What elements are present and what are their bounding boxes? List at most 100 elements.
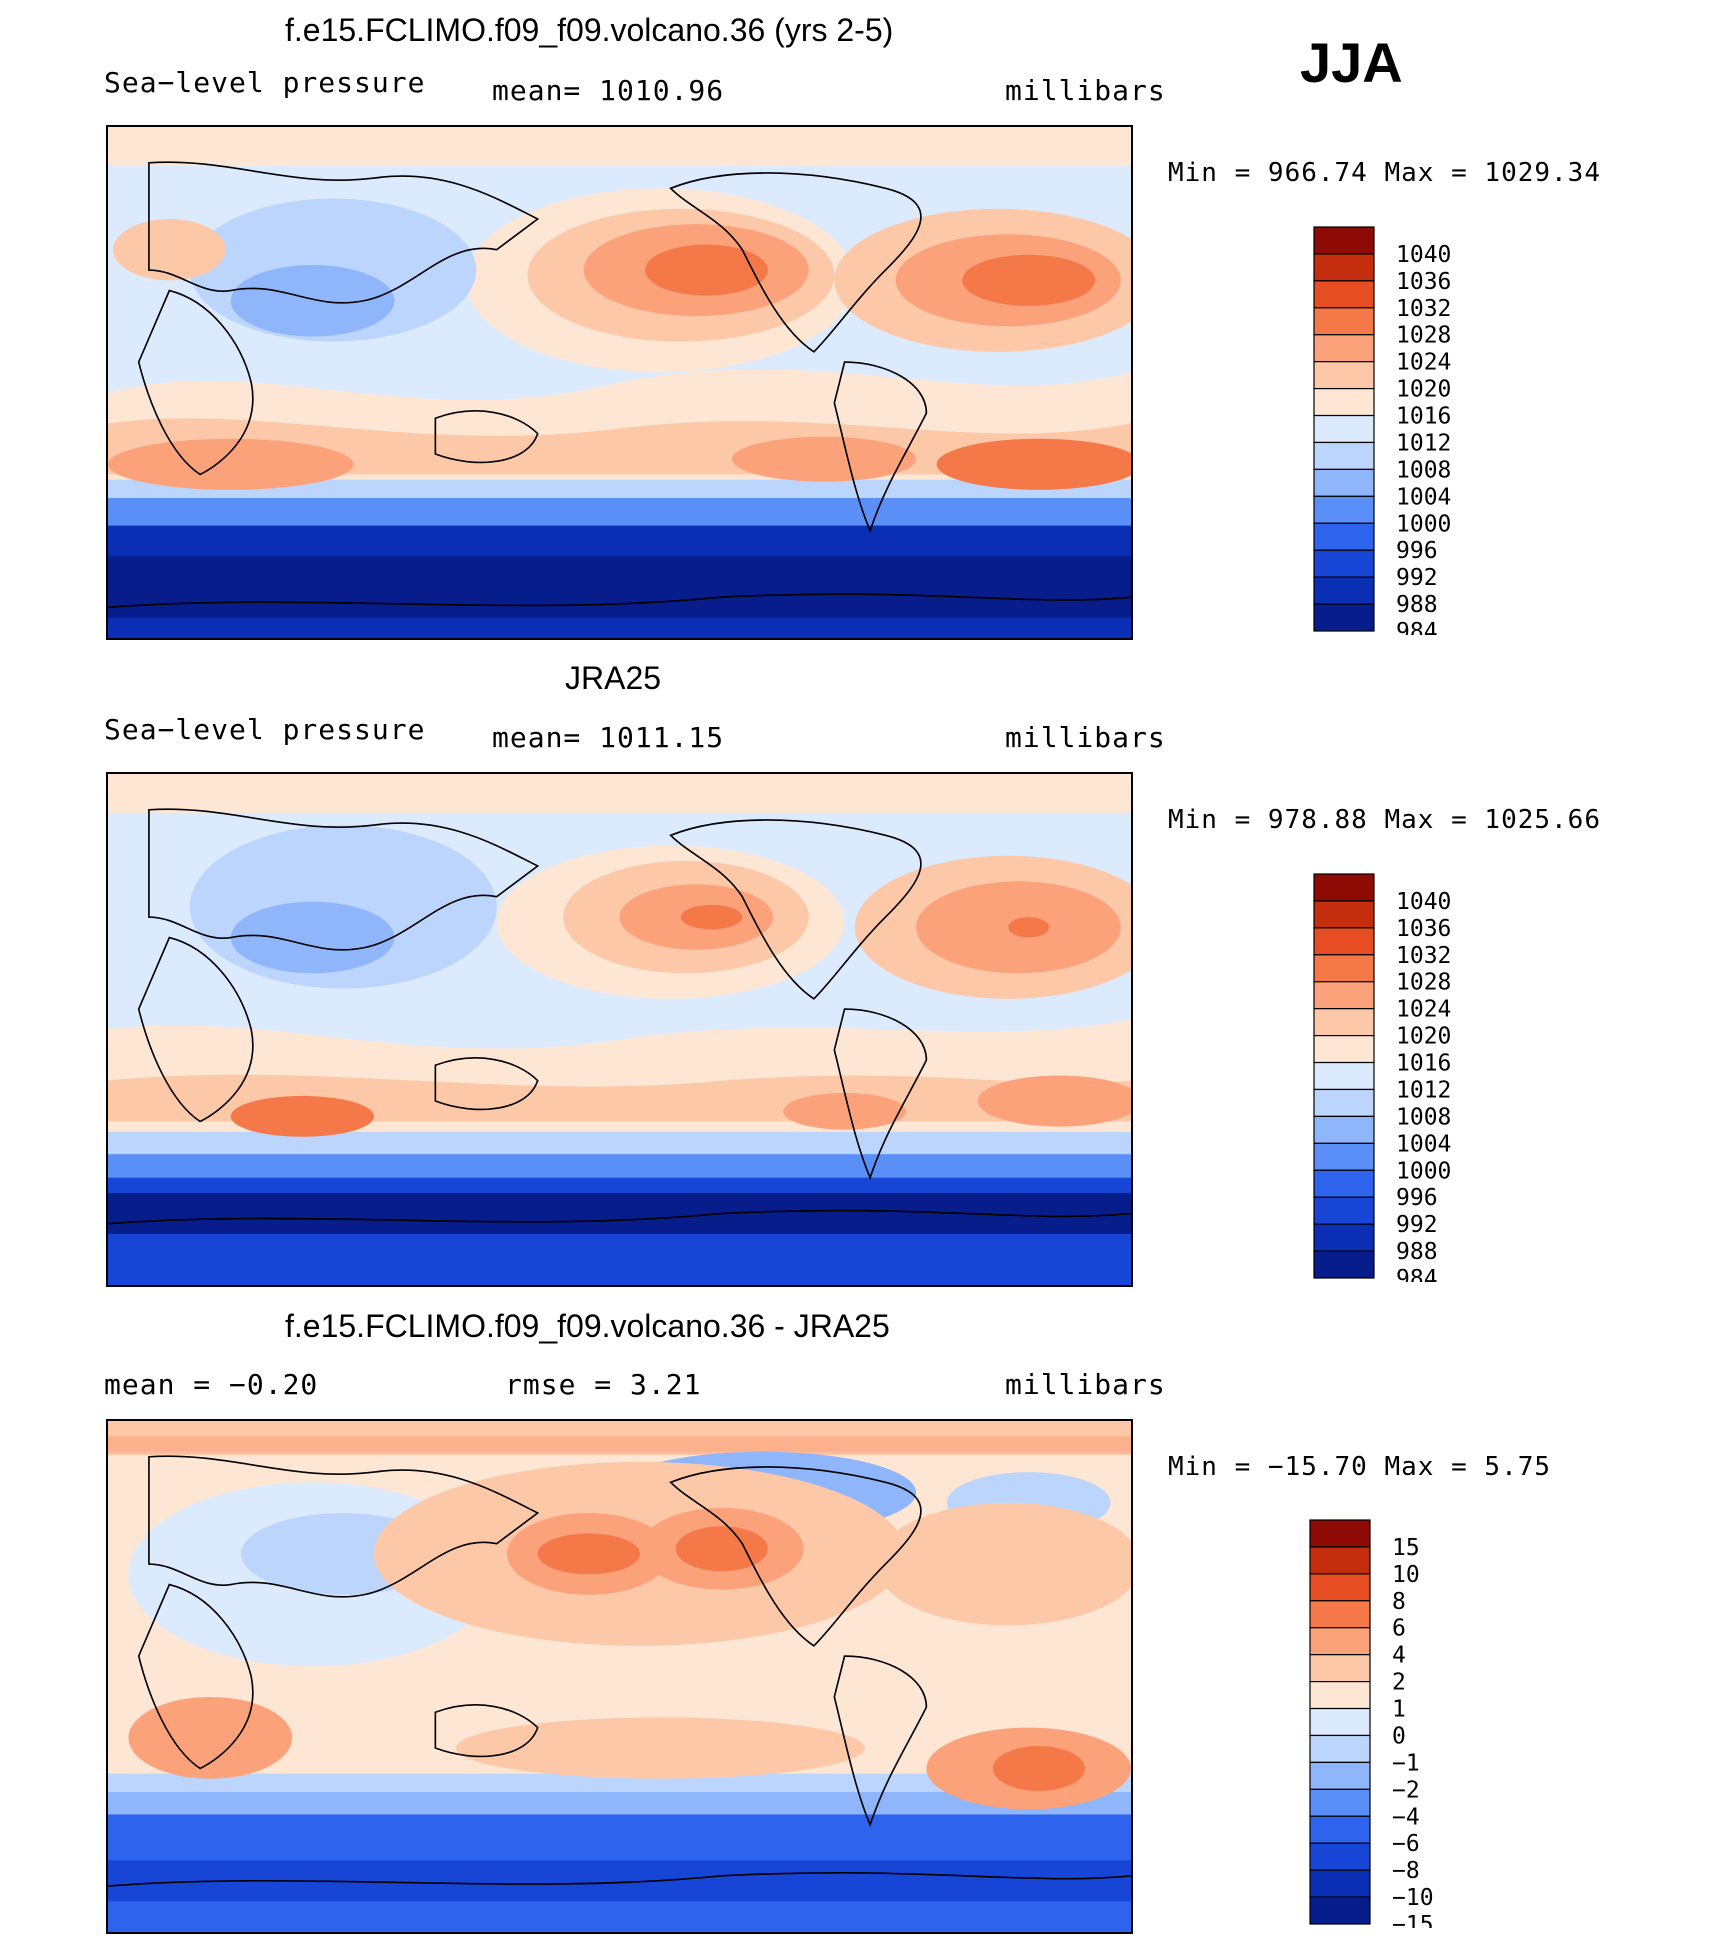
colorbar-box xyxy=(1309,1546,1371,1575)
colorbar-label: 1028 xyxy=(1396,970,1451,996)
colorbar-label: 15 xyxy=(1392,1535,1420,1561)
panel-2-units-label: millibars xyxy=(1005,721,1166,754)
colorbar-label: −10 xyxy=(1392,1885,1434,1911)
colorbar-label: 1012 xyxy=(1396,1077,1451,1103)
colorbar-label: 1000 xyxy=(1396,511,1451,537)
colorbar-label: 1012 xyxy=(1396,430,1451,456)
panel-2-map xyxy=(106,772,1133,1287)
colorbar-label: 992 xyxy=(1396,565,1438,591)
colorbar-box xyxy=(1313,280,1375,309)
panel-3-map-svg xyxy=(108,1421,1131,1932)
colorbar-label: 1032 xyxy=(1396,296,1451,322)
colorbar-label: 1008 xyxy=(1396,1104,1451,1130)
colorbar-label: 1024 xyxy=(1396,997,1451,1023)
panel-3-title: f.e15.FCLIMO.f09_f09.volcano.36 - JRA25 xyxy=(285,1308,890,1344)
colorbar-box xyxy=(1313,576,1375,605)
colorbar-box xyxy=(1309,1573,1371,1602)
colorbar-label: 1040 xyxy=(1396,889,1451,915)
colorbar-box xyxy=(1309,1896,1371,1925)
colorbar-label: 4 xyxy=(1392,1643,1406,1669)
colorbar-label: 1024 xyxy=(1396,350,1451,376)
colorbar-box xyxy=(1309,1600,1371,1629)
colorbar-box xyxy=(1309,1788,1371,1817)
panel-2-minmax: Min = 978.88 Max = 1025.66 xyxy=(1168,805,1601,835)
colorbar-box xyxy=(1313,522,1375,551)
colorbar-label: −2 xyxy=(1392,1777,1420,1803)
colorbar-box xyxy=(1313,1088,1375,1117)
colorbar-box xyxy=(1309,1842,1371,1871)
colorbar-label: −8 xyxy=(1392,1858,1420,1884)
colorbar-box xyxy=(1309,1654,1371,1683)
colorbar-label: 0 xyxy=(1392,1723,1406,1749)
colorbar-box xyxy=(1309,1869,1371,1898)
panel-3-minmax: Min = −15.70 Max = 5.75 xyxy=(1168,1452,1552,1482)
colorbar-label: −6 xyxy=(1392,1831,1420,1857)
colorbar-box xyxy=(1313,468,1375,497)
colorbar-box xyxy=(1309,1681,1371,1710)
colorbar-label: 1016 xyxy=(1396,404,1451,430)
colorbar-box xyxy=(1309,1734,1371,1763)
colorbar-label: 1016 xyxy=(1396,1051,1451,1077)
colorbar-label: 1004 xyxy=(1396,1131,1451,1157)
colorbar-box xyxy=(1309,1815,1371,1844)
colorbar-label: 2 xyxy=(1392,1670,1406,1696)
colorbar-label: 1032 xyxy=(1396,943,1451,969)
panel-2-title: JRA25 xyxy=(565,660,662,696)
colorbar-label: 996 xyxy=(1396,1185,1438,1211)
panel-1-colorbar-svg: 1040103610321028102410201016101210081004… xyxy=(1313,226,1451,635)
panel-2-colorbar-svg: 1040103610321028102410201016101210081004… xyxy=(1313,873,1451,1282)
colorbar-label: 984 xyxy=(1396,619,1438,635)
panel-1-mean-label: mean= 1010.96 xyxy=(492,74,725,107)
colorbar-box xyxy=(1309,1519,1371,1548)
panel-3-units-label: millibars xyxy=(1005,1368,1166,1401)
panel-2-variable-label: Sea−level pressure xyxy=(104,713,426,746)
colorbar-box xyxy=(1313,361,1375,390)
colorbar-label: 1008 xyxy=(1396,457,1451,483)
colorbar-box xyxy=(1309,1627,1371,1656)
colorbar-box xyxy=(1313,441,1375,470)
panel-2-map-svg xyxy=(108,774,1131,1285)
colorbar-label: 1020 xyxy=(1396,1024,1451,1050)
colorbar-box xyxy=(1313,388,1375,417)
colorbar-label: 10 xyxy=(1392,1562,1420,1588)
colorbar-label: −4 xyxy=(1392,1804,1420,1830)
colorbar-box xyxy=(1309,1707,1371,1737)
colorbar-box xyxy=(1313,1142,1375,1171)
panel-1-units-label: millibars xyxy=(1005,74,1166,107)
colorbar-label: 988 xyxy=(1396,1239,1438,1265)
colorbar-box xyxy=(1313,253,1375,282)
colorbar-label: 992 xyxy=(1396,1212,1438,1238)
colorbar-label: 1036 xyxy=(1396,269,1451,295)
colorbar-box xyxy=(1313,334,1375,363)
colorbar-label: 1028 xyxy=(1396,323,1451,349)
colorbar-box xyxy=(1313,226,1375,255)
season-label: JJA xyxy=(1300,31,1403,94)
colorbar-box xyxy=(1313,1115,1375,1144)
colorbar-box xyxy=(1313,954,1375,983)
panel-3-map xyxy=(106,1419,1133,1934)
panel-1-map-svg xyxy=(108,127,1131,638)
colorbar-label: 1036 xyxy=(1396,916,1451,942)
panel-1-map xyxy=(106,125,1133,640)
colorbar-label: 996 xyxy=(1396,538,1438,564)
colorbar-box xyxy=(1313,1008,1375,1037)
colorbar-label: 8 xyxy=(1392,1589,1406,1615)
colorbar-box xyxy=(1313,603,1375,632)
colorbar-box xyxy=(1313,1169,1375,1198)
colorbar-box xyxy=(1309,1761,1371,1790)
colorbar-box xyxy=(1313,1223,1375,1252)
colorbar-box xyxy=(1313,549,1375,578)
panel-3-mean-label: mean = −0.20 xyxy=(104,1368,319,1401)
colorbar-label: 1004 xyxy=(1396,484,1451,510)
colorbar-label: 1 xyxy=(1392,1697,1406,1723)
colorbar-box xyxy=(1313,981,1375,1010)
colorbar-box xyxy=(1313,873,1375,902)
colorbar-box xyxy=(1313,1061,1375,1091)
panel-3-rmse-label: rmse = 3.21 xyxy=(505,1368,702,1401)
colorbar-label: 1000 xyxy=(1396,1158,1451,1184)
colorbar-box xyxy=(1313,414,1375,444)
colorbar-box xyxy=(1313,1035,1375,1064)
panel-2-colorbar: 1040 1036 1032 1028 1024 1020 1016 1012 1008 1004… xyxy=(1312,872,1512,1282)
colorbar-label: −15 xyxy=(1392,1912,1434,1928)
